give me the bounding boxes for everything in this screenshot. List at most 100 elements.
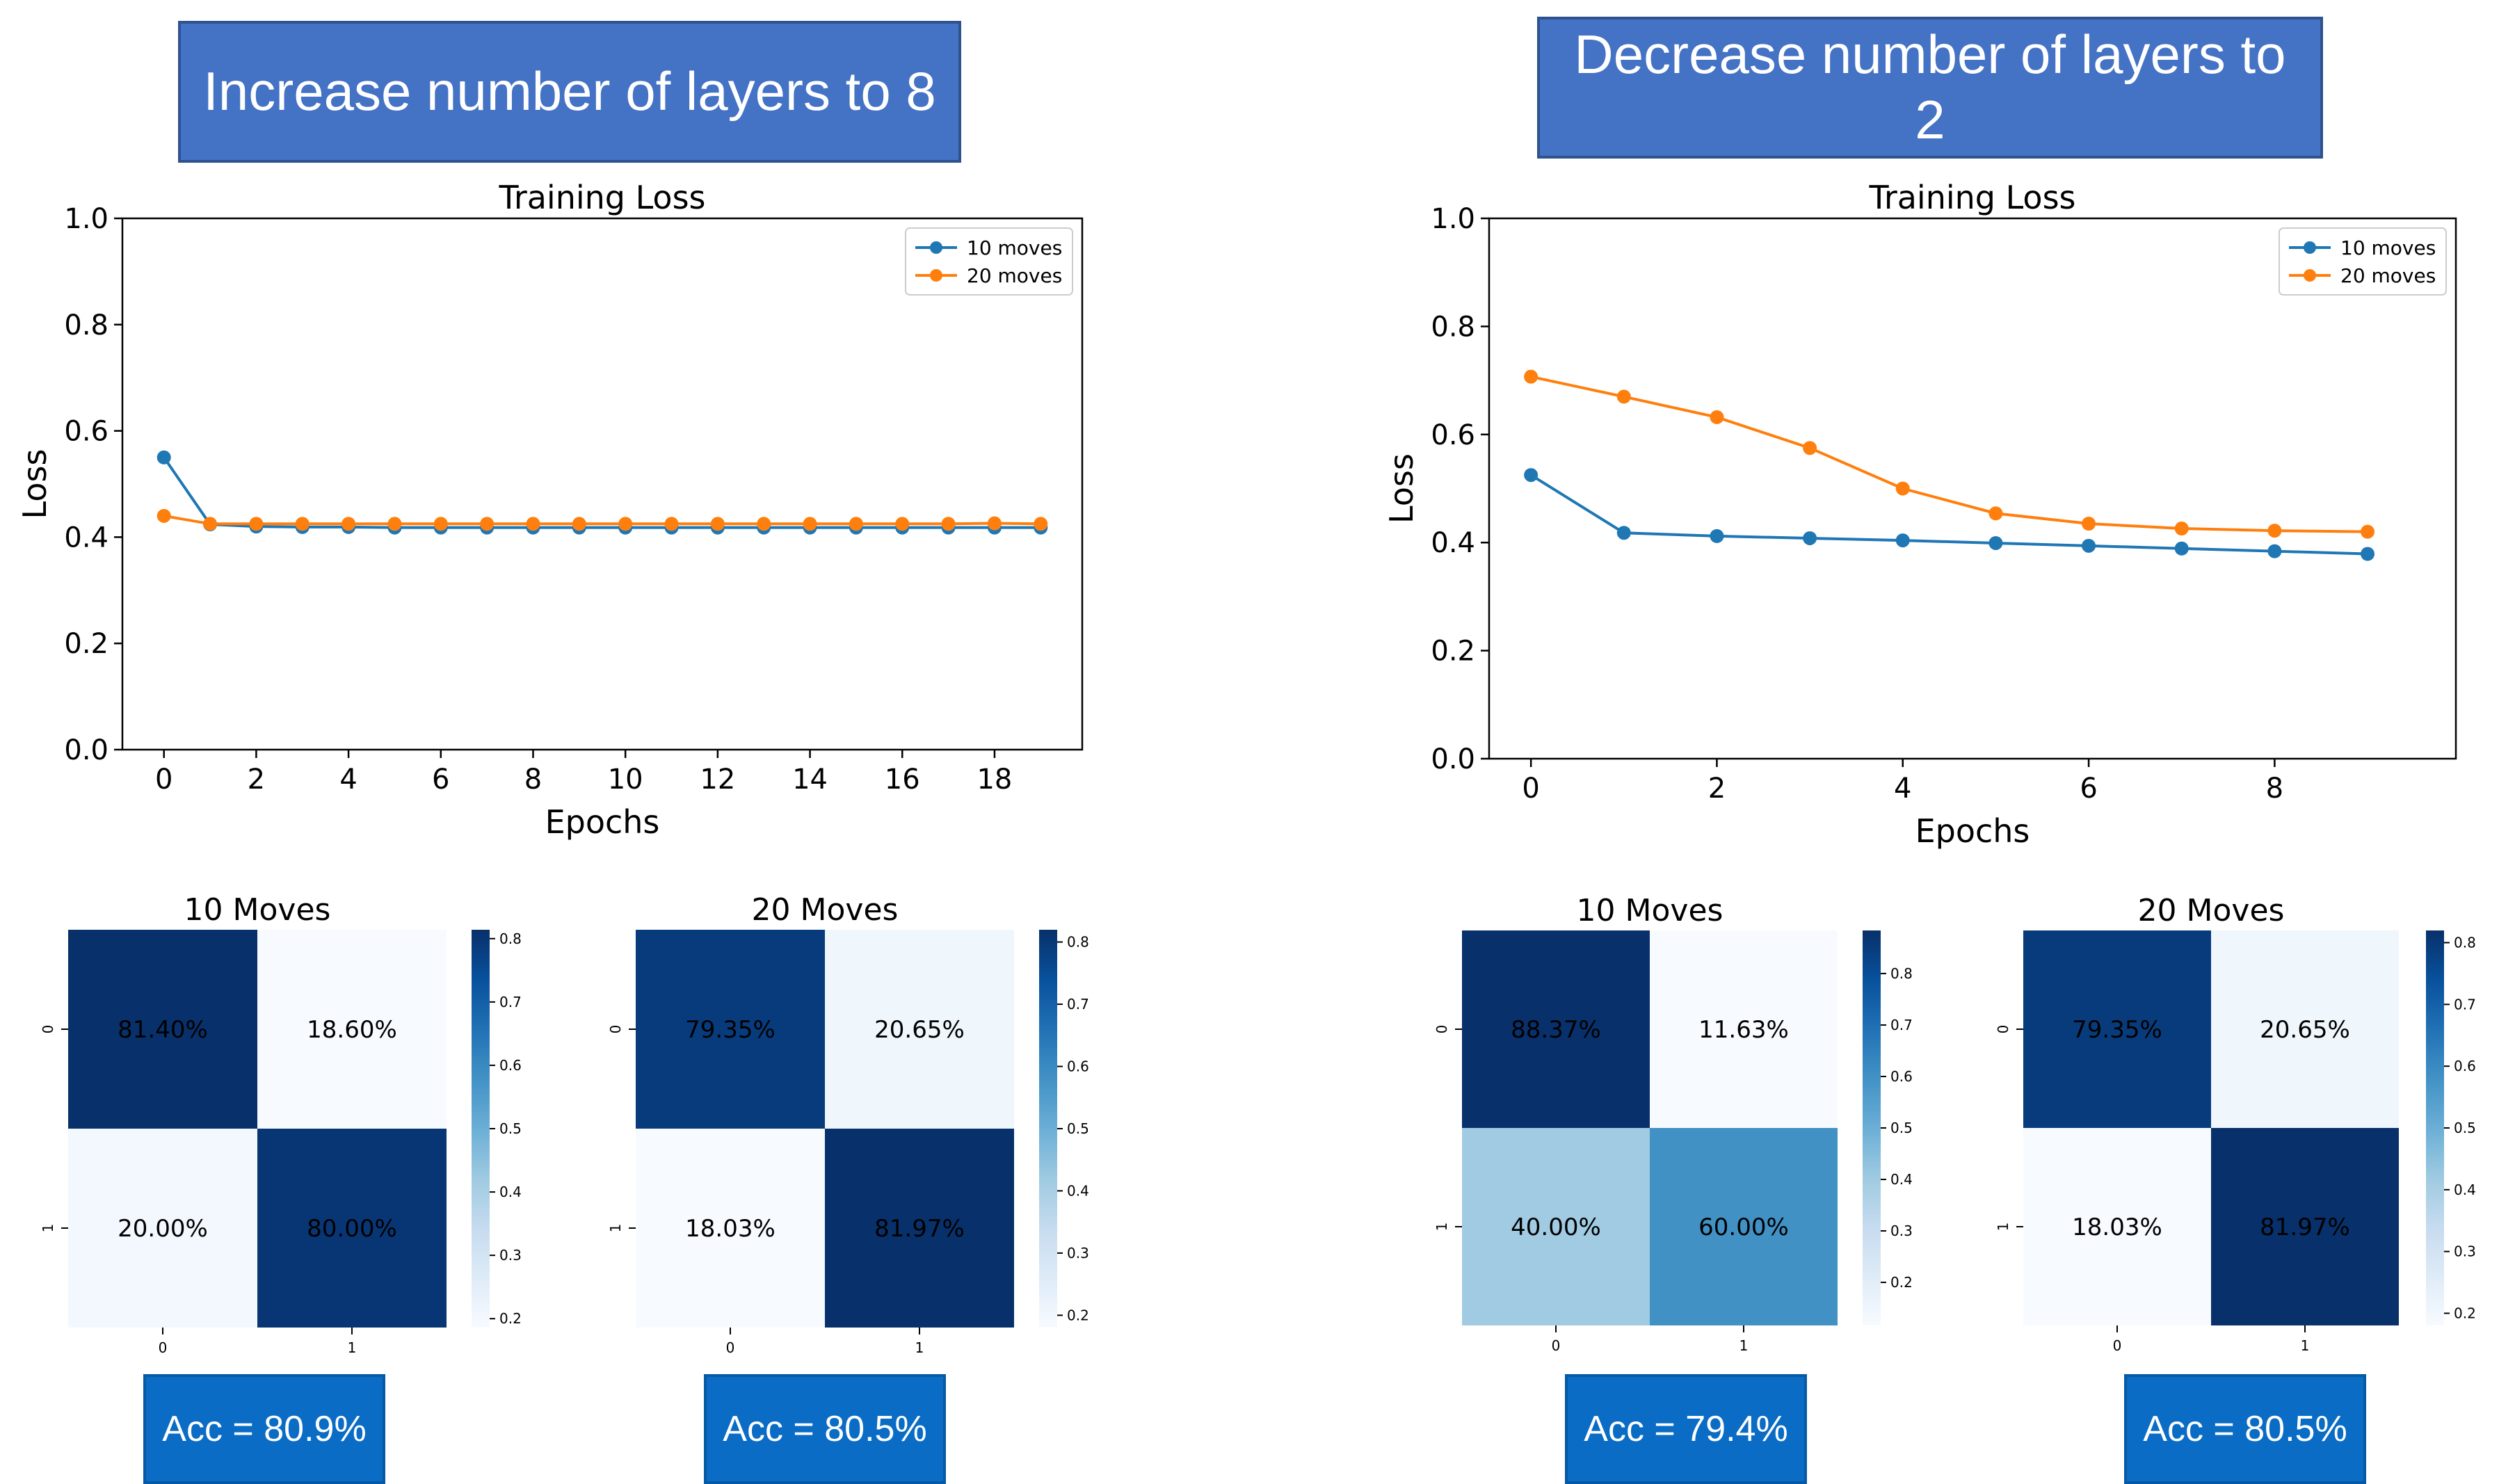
data-point bbox=[710, 517, 725, 531]
colorbar-tick-label: 0.8 bbox=[1067, 934, 1089, 951]
line-chart-2: Training Loss Epochs Loss 0.0 0.2 0.4 0.6 0.8 1.… bbox=[1383, 179, 2457, 850]
heatmap-cell-label: 20.00% bbox=[118, 1215, 208, 1243]
row-tick-label: 1 bbox=[1433, 1223, 1450, 1232]
banner-decrease-layers: Decrease number of layers to 2 bbox=[1537, 17, 2323, 159]
colorbar-tick-label: 0.2 bbox=[1890, 1274, 1913, 1291]
col-tick-label: 1 bbox=[915, 1339, 924, 1356]
heatmap-cell-label: 20.65% bbox=[2260, 1016, 2350, 1044]
data-point bbox=[987, 516, 1002, 531]
y-tick-label: 0.8 bbox=[64, 309, 109, 341]
x-tick-label: 8 bbox=[2266, 773, 2283, 805]
colorbar-tick-label: 0.4 bbox=[2454, 1181, 2476, 1198]
accuracy-box-left-10: Acc = 80.9% bbox=[143, 1374, 385, 1484]
heatmap-cell bbox=[68, 930, 257, 1129]
data-point bbox=[1034, 517, 1048, 531]
heatmap-cell-label: 79.35% bbox=[2072, 1016, 2162, 1044]
heatmap-cell-label: 18.03% bbox=[685, 1215, 776, 1243]
col-tick-label: 0 bbox=[2113, 1337, 2122, 1354]
legend-label: 10 moves bbox=[967, 236, 1062, 259]
y-tick-label: 0.2 bbox=[64, 628, 109, 660]
data-point bbox=[156, 508, 171, 523]
plot-frame bbox=[1488, 217, 2457, 760]
x-tick-label: 12 bbox=[700, 764, 735, 796]
col-tick-label: 1 bbox=[1739, 1337, 1749, 1354]
colorbar-tick-label: 0.7 bbox=[499, 994, 522, 1010]
legend-swatch-marker bbox=[930, 269, 942, 282]
row-tick-label: 0 bbox=[40, 1025, 56, 1034]
series-line-2 bbox=[1530, 375, 2368, 533]
col-tick-label: 1 bbox=[2301, 1337, 2310, 1354]
data-point bbox=[1803, 441, 1817, 455]
data-point bbox=[803, 517, 817, 531]
heatmap-cell bbox=[636, 930, 825, 1129]
plot-frame bbox=[121, 217, 1084, 751]
heatmap-cell bbox=[825, 930, 1014, 1129]
data-point bbox=[1803, 531, 1817, 545]
data-point bbox=[2174, 521, 2189, 535]
x-tick-label: 16 bbox=[885, 764, 920, 796]
colorbar-tick-label: 0.2 bbox=[2454, 1305, 2476, 1321]
confusion-matrix-4: 20 Moves 79.35% 20.65% 18.03% 81.97% 0 1 0 1 0.2 0… bbox=[1995, 893, 2476, 1354]
heatmap-cell bbox=[2211, 1128, 2399, 1325]
heatmap-cell-label: 11.63% bbox=[1698, 1016, 1789, 1044]
colorbar-tick-label: 0.6 bbox=[2454, 1058, 2476, 1074]
accuracy-label: Acc = 80.9% bbox=[162, 1409, 367, 1449]
colorbar-tick-label: 0.4 bbox=[1067, 1182, 1089, 1199]
y-tick-label: 0.2 bbox=[1431, 636, 1475, 668]
colorbar-tick-label: 0.6 bbox=[1067, 1058, 1089, 1075]
colorbar-tick-label: 0.6 bbox=[499, 1057, 522, 1074]
colorbar-tick-label: 0.3 bbox=[2454, 1243, 2476, 1260]
data-point bbox=[2267, 544, 2282, 558]
heatmap-cell-label: 60.00% bbox=[1698, 1213, 1789, 1241]
colorbar-tick-label: 0.4 bbox=[499, 1184, 522, 1200]
data-point bbox=[1524, 369, 1538, 384]
row-tick-label: 1 bbox=[607, 1224, 624, 1233]
legend: 10 moves 20 moves bbox=[905, 227, 1073, 296]
banner-decrease-layers-text: Decrease number of layers to 2 bbox=[1574, 24, 2286, 150]
heatmap-cell bbox=[257, 1129, 447, 1328]
colorbar bbox=[1863, 930, 1881, 1325]
row-tick-label: 0 bbox=[1433, 1025, 1450, 1034]
legend: 10 moves 20 moves bbox=[2279, 227, 2447, 296]
colorbar-tick-label: 0.5 bbox=[1890, 1120, 1913, 1136]
x-tick-label: 0 bbox=[155, 764, 172, 796]
heatmap-cell-label: 81.97% bbox=[874, 1215, 965, 1243]
heatmap-cell-label: 18.60% bbox=[307, 1016, 397, 1044]
y-tick-label: 0.8 bbox=[1431, 311, 1475, 343]
data-point bbox=[1616, 526, 1631, 540]
colorbar-tick-label: 0.5 bbox=[499, 1120, 522, 1137]
legend-frame bbox=[905, 227, 1073, 296]
data-point bbox=[1988, 506, 2003, 521]
data-point bbox=[526, 517, 540, 531]
legend-swatch-marker bbox=[2304, 269, 2316, 282]
confusion-matrix-3: 10 Moves 88.37% 11.63% 40.00% 60.00% 0 1 0 1 0.2 0… bbox=[1433, 893, 1913, 1354]
legend-label: 20 moves bbox=[967, 264, 1062, 287]
accuracy-box-right-20: Acc = 80.5% bbox=[2124, 1374, 2366, 1484]
row-tick-label: 0 bbox=[607, 1025, 624, 1034]
data-point bbox=[618, 517, 633, 531]
data-point bbox=[1895, 481, 1910, 496]
heatmap-title: 20 Moves bbox=[2138, 893, 2285, 928]
accuracy-label: Acc = 80.5% bbox=[2143, 1409, 2347, 1449]
y-tick-label: 1.0 bbox=[64, 203, 109, 235]
x-tick-label: 4 bbox=[1894, 773, 1911, 805]
col-tick-label: 0 bbox=[1552, 1337, 1561, 1354]
colorbar-tick-label: 0.7 bbox=[1890, 1017, 1913, 1033]
x-axis-label: Epochs bbox=[1915, 812, 2030, 850]
heatmap-cell-label: 80.00% bbox=[307, 1215, 397, 1243]
colorbar bbox=[1039, 930, 1057, 1328]
colorbar-tick-label: 0.5 bbox=[2454, 1120, 2476, 1136]
colorbar-tick-label: 0.7 bbox=[1067, 996, 1089, 1013]
colorbar-tick-label: 0.6 bbox=[1890, 1068, 1913, 1085]
y-axis-label: Loss bbox=[1383, 453, 1420, 524]
y-tick-label: 0.4 bbox=[1431, 527, 1475, 559]
data-point bbox=[895, 517, 910, 531]
x-tick-label: 2 bbox=[248, 764, 265, 796]
banner-increase-layers: Increase number of layers to 8 bbox=[178, 21, 961, 163]
accuracy-label: Acc = 79.4% bbox=[1584, 1409, 1788, 1449]
heatmap-title: 10 Moves bbox=[184, 892, 331, 928]
heatmap-cell bbox=[1650, 930, 1838, 1128]
data-point bbox=[2361, 547, 2375, 561]
data-point bbox=[1616, 389, 1631, 404]
